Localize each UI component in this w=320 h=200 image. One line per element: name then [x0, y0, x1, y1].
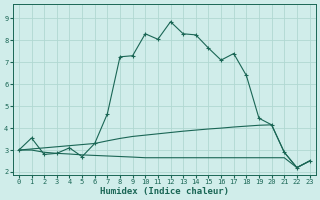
X-axis label: Humidex (Indice chaleur): Humidex (Indice chaleur): [100, 187, 229, 196]
